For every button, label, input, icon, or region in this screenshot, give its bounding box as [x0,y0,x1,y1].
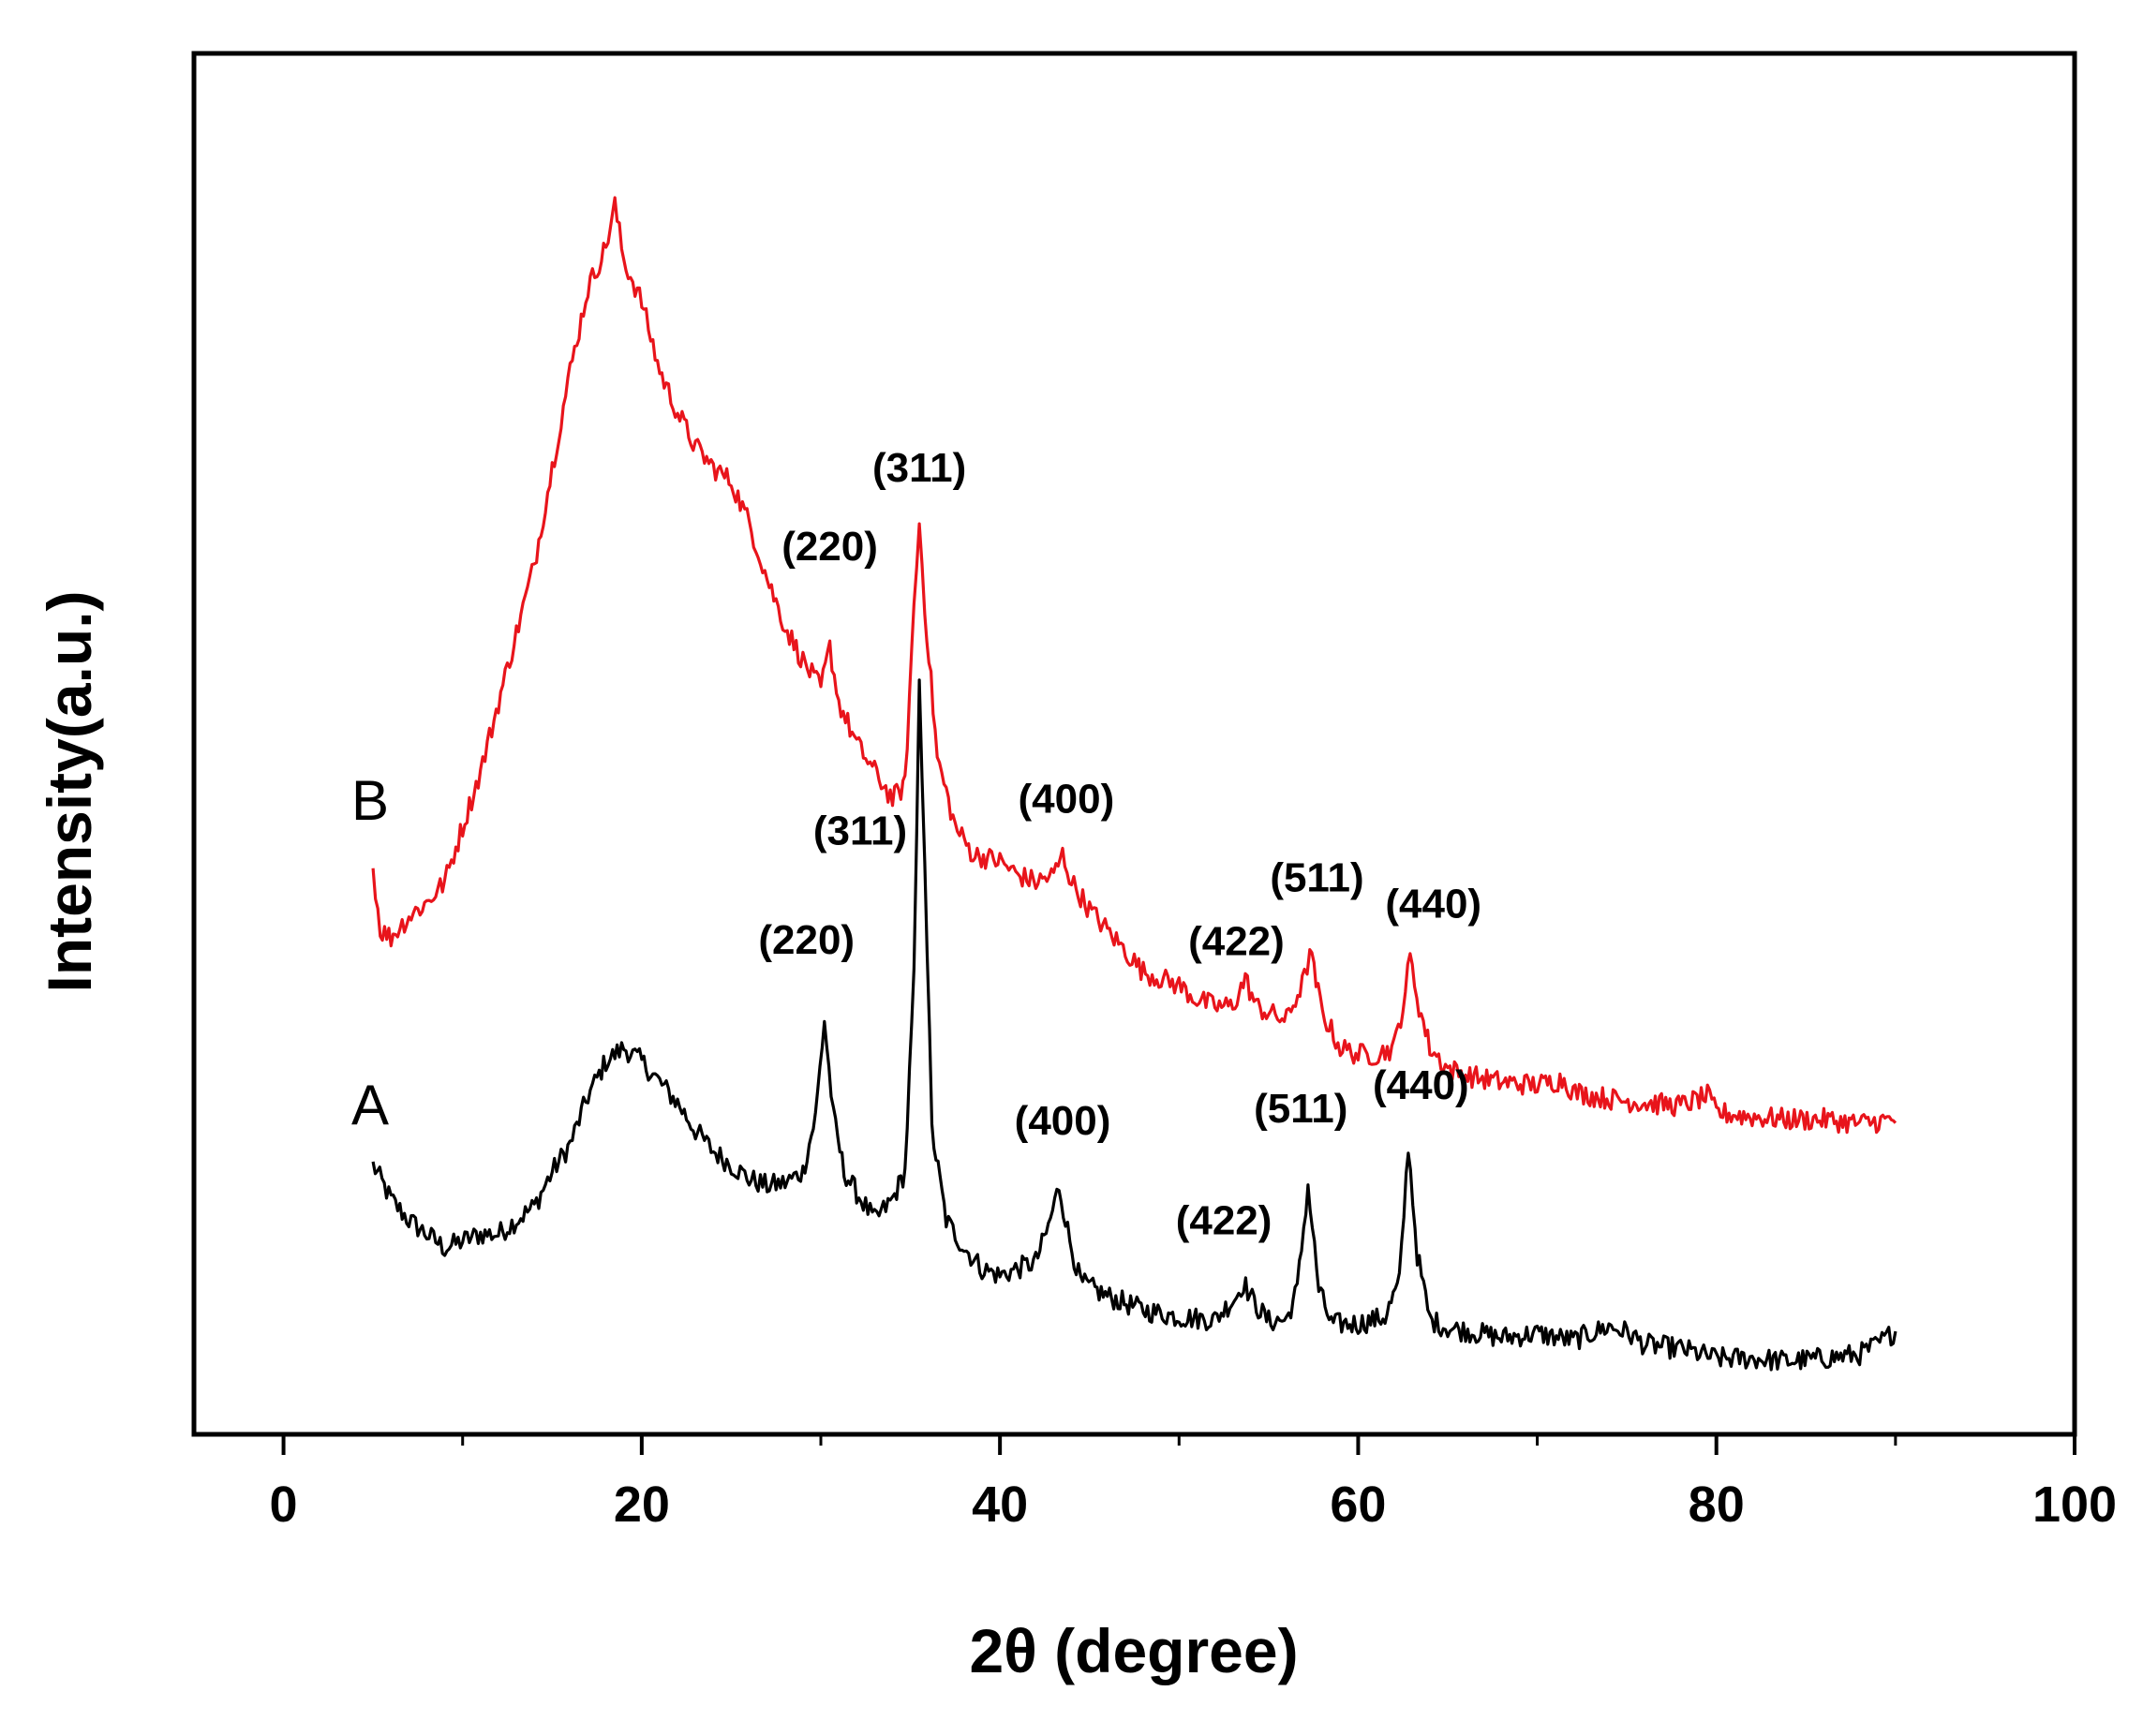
peak-label-b: (440) [1385,882,1481,927]
x-tick-label: 60 [1330,1476,1386,1533]
series-label-b: B [351,769,389,832]
series-label-a: A [351,1074,389,1136]
series-line-b [371,196,1897,1135]
x-tick-label: 80 [1689,1476,1745,1533]
peak-label-a: (440) [1373,1062,1469,1108]
plot-frame [191,51,2077,1437]
series-layer [371,196,1897,1372]
peak-label-b: (400) [1019,777,1115,823]
peak-label-b: (311) [872,445,966,491]
y-axis-title: Intensity(a.u.) [35,590,104,992]
peak-label-a: (311) [813,809,907,854]
peak-label-a: (511) [1254,1086,1347,1132]
x-axis-ticks [281,1434,2076,1455]
x-axis-tick-labels: 0 20 40 60 80 100 [270,1476,2118,1533]
peak-label-b: (422) [1188,919,1285,965]
series-line-a [371,678,1897,1372]
peak-label-a: (422) [1176,1197,1272,1243]
x-tick-label: 40 [972,1476,1028,1533]
x-tick-label: 100 [2032,1476,2117,1533]
x-tick-label: 20 [614,1476,670,1533]
peak-annotations: (311) (220) (400) (422) (511) (440) (311) (220)… [758,445,1481,1243]
peak-label-b: (511) [1270,855,1363,901]
peak-label-a: (220) [758,917,855,963]
x-axis-title: 2θ (degree) [969,1616,1298,1685]
x-tick-label: 0 [270,1476,298,1533]
peak-label-a: (400) [1015,1098,1111,1144]
peak-label-b: (220) [781,524,878,570]
